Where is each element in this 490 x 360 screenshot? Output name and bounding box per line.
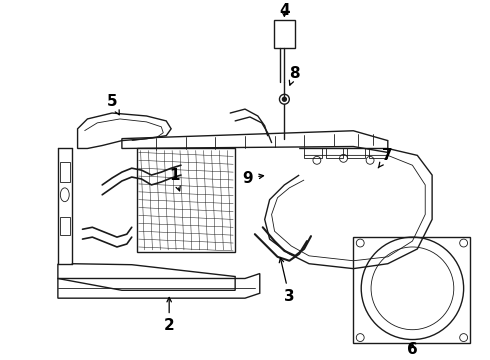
Text: 2: 2 (164, 297, 174, 333)
Text: 1: 1 (169, 167, 180, 191)
Text: 9: 9 (243, 171, 264, 185)
Bar (353, 237, 469, 343)
Bar (326, 148, 343, 158)
Bar (369, 148, 387, 158)
Bar (137, 148, 235, 252)
Text: 3: 3 (279, 258, 294, 304)
Bar (273, 21, 295, 48)
Bar (347, 148, 365, 158)
Text: 4: 4 (279, 3, 290, 18)
Bar (60, 162, 70, 182)
Bar (304, 148, 322, 158)
Bar (60, 217, 70, 235)
Text: 6: 6 (407, 342, 418, 357)
Text: 7: 7 (378, 148, 393, 168)
Text: 8: 8 (289, 66, 299, 85)
Text: 5: 5 (107, 94, 119, 115)
Circle shape (282, 97, 286, 101)
